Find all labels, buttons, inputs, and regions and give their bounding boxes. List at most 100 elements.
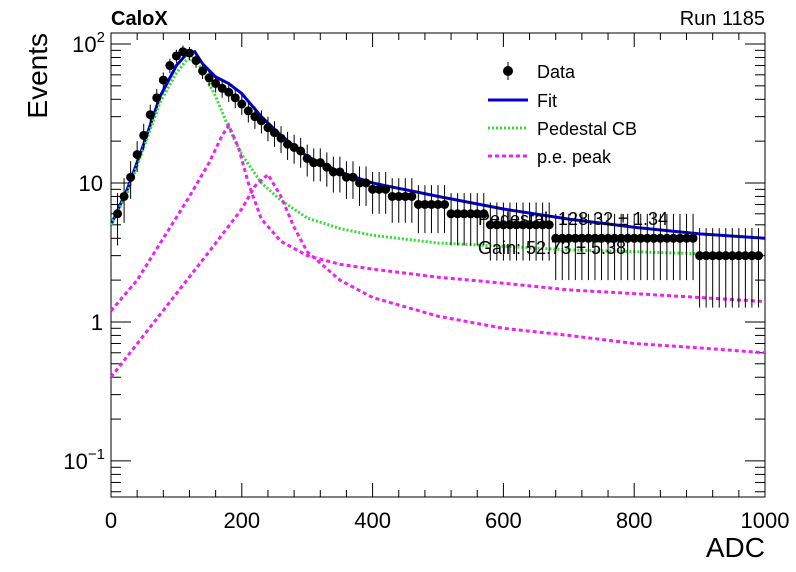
- data-point: [472, 209, 482, 219]
- data-point: [642, 233, 652, 243]
- data-point: [459, 209, 469, 219]
- data-point: [479, 209, 489, 219]
- legend-label-pe-peak: p.e. peak: [537, 147, 612, 167]
- data-point: [557, 233, 567, 243]
- y-tick-label: 10: [79, 171, 103, 196]
- data-point: [498, 220, 508, 230]
- data-point: [603, 233, 613, 243]
- data-point: [119, 191, 129, 201]
- legend-entry-pedestal: Pedestal CB: [488, 119, 637, 139]
- legend: Data Fit Pedestal CB p.e. peak: [488, 62, 637, 167]
- data-point: [695, 251, 705, 261]
- data-point: [184, 48, 194, 58]
- data-point: [165, 61, 175, 71]
- data-point: [668, 233, 678, 243]
- legend-label-data: Data: [537, 62, 576, 82]
- curve-p-e-peak-2: [109, 122, 766, 312]
- data-point: [400, 191, 410, 201]
- data-point: [276, 133, 286, 143]
- data-point: [198, 66, 208, 76]
- data-point: [230, 93, 240, 103]
- legend-label-fit: Fit: [537, 91, 557, 111]
- experiment-label: CaloX: [111, 8, 168, 30]
- data-point: [224, 87, 234, 97]
- y-tick-label: 10−1: [63, 446, 105, 474]
- data-point: [217, 83, 227, 93]
- data-point: [296, 146, 306, 156]
- plot-frame: [110, 32, 766, 498]
- data-point: [355, 178, 365, 188]
- data-point: [492, 220, 502, 230]
- data-point: [740, 251, 750, 261]
- data-point: [590, 233, 600, 243]
- data-point: [237, 99, 247, 109]
- data-point: [577, 233, 587, 243]
- data-point: [158, 75, 168, 85]
- data-point: [126, 172, 136, 182]
- data-point: [361, 178, 371, 188]
- data-point: [675, 233, 685, 243]
- data-point: [204, 73, 214, 83]
- data-point: [433, 200, 443, 210]
- data-point: [368, 184, 378, 194]
- data-point: [518, 220, 528, 230]
- data-point: [649, 233, 659, 243]
- data-point: [374, 184, 384, 194]
- data-point: [322, 162, 332, 172]
- data-point: [753, 251, 763, 261]
- data-point: [525, 220, 535, 230]
- x-tick-label: 1000: [741, 508, 790, 533]
- data-point: [727, 251, 737, 261]
- data-point: [211, 78, 221, 88]
- legend-entry-data: Data: [503, 62, 576, 82]
- x-tick-label: 800: [616, 508, 653, 533]
- data-point: [171, 51, 181, 61]
- data-point: [152, 93, 162, 103]
- data-point: [328, 167, 338, 177]
- fit-info-gain: Gain: 52.73 ± 5.38: [478, 238, 626, 258]
- run-label: Run 1185: [680, 8, 765, 30]
- data-point: [381, 184, 391, 194]
- data-point: [714, 251, 724, 261]
- data-point: [139, 130, 149, 140]
- legend-entry-pe-peak: p.e. peak: [488, 147, 612, 167]
- data-point: [453, 209, 463, 219]
- data-point: [721, 251, 731, 261]
- data-point: [485, 220, 495, 230]
- axis-ticks: 0 200 400 600 800 1000 10−1 1 10 102: [63, 29, 789, 533]
- data-point: [145, 110, 155, 120]
- data-point: [655, 233, 665, 243]
- y-tick-label: 1: [91, 310, 103, 335]
- data-point: [426, 200, 436, 210]
- data-point: [616, 233, 626, 243]
- data-point: [531, 220, 541, 230]
- data-point: [570, 233, 580, 243]
- y-axis-label: Events: [22, 33, 53, 119]
- data-point: [636, 233, 646, 243]
- data-point: [747, 251, 757, 261]
- data-point: [688, 233, 698, 243]
- x-tick-label: 400: [354, 508, 391, 533]
- data-point: [708, 251, 718, 261]
- data-point: [309, 158, 319, 168]
- x-tick-label: 600: [485, 508, 522, 533]
- x-tick-label: 200: [223, 508, 260, 533]
- curve-p-e-peak-3: [109, 172, 766, 379]
- data-point: [662, 233, 672, 243]
- data-point: [538, 220, 548, 230]
- data-point: [387, 191, 397, 201]
- data-point: [302, 154, 312, 164]
- data-point: [250, 112, 260, 122]
- data-point: [132, 150, 142, 160]
- data-point: [263, 123, 273, 133]
- fit-info-pedestal: Pedestal: 128.32 ± 1.34: [478, 209, 668, 229]
- data-point: [505, 220, 515, 230]
- data-point: [564, 233, 574, 243]
- data-point: [551, 233, 561, 243]
- data-points: [113, 45, 763, 308]
- data-point: [394, 191, 404, 201]
- data-point: [256, 116, 266, 126]
- data-point: [348, 172, 358, 182]
